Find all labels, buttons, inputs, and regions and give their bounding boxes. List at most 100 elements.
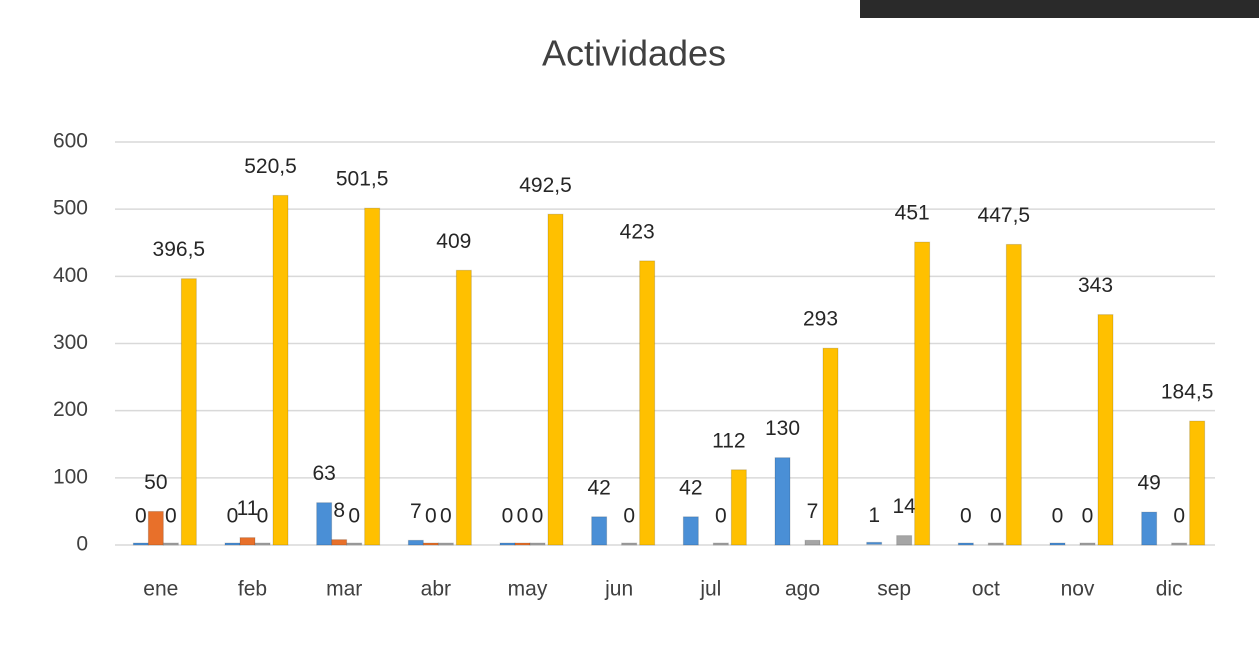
data-label: 0: [517, 505, 529, 528]
bar: [622, 543, 637, 545]
bar: [731, 470, 746, 545]
y-tick-label: 100: [53, 465, 88, 488]
bar: [255, 543, 270, 545]
data-label: 1: [868, 504, 880, 527]
data-label: 447,5: [978, 204, 1031, 227]
bar: [1050, 543, 1065, 545]
y-tick-label: 300: [53, 331, 88, 354]
data-label: 0: [165, 505, 177, 528]
x-tick-label: mar: [326, 578, 362, 601]
data-label: 423: [620, 220, 655, 243]
bar: [958, 543, 973, 545]
bar: [988, 543, 1003, 545]
bar: [1098, 315, 1113, 545]
bar: [713, 543, 728, 545]
data-label: 112: [712, 429, 745, 452]
data-label: 501,5: [336, 168, 389, 191]
data-label: 0: [1052, 505, 1064, 528]
bar: [805, 540, 820, 545]
bar: [332, 540, 347, 545]
data-label: 0: [715, 505, 727, 528]
data-label: 0: [257, 505, 269, 528]
y-tick-label: 0: [76, 533, 88, 556]
bar: [408, 540, 423, 545]
y-tick-label: 600: [53, 130, 88, 153]
bar: [438, 543, 453, 545]
y-tick-label: 500: [53, 197, 88, 220]
bar: [640, 261, 655, 545]
bar: [1006, 244, 1021, 545]
data-label: 0: [990, 505, 1002, 528]
x-tick-label: may: [508, 578, 548, 601]
data-label: 0: [348, 505, 360, 528]
chart-title: Actividades: [542, 33, 726, 74]
bar: [365, 208, 380, 545]
bar: [273, 195, 288, 545]
bar: [897, 536, 912, 545]
data-label: 0: [623, 505, 635, 528]
bar: [133, 543, 148, 545]
data-label: 0: [532, 505, 544, 528]
bar: [225, 543, 240, 545]
data-label: 7: [410, 500, 422, 523]
data-label: 42: [679, 476, 702, 499]
bar: [456, 270, 471, 545]
bar: [240, 538, 255, 545]
bar: [423, 543, 438, 545]
bar: [1190, 421, 1205, 545]
page: {"chart_data": {"type": "bar", "title": …: [0, 0, 1259, 648]
data-label: 42: [587, 476, 610, 499]
x-tick-label: ago: [785, 578, 820, 601]
bar: [867, 542, 882, 544]
bar: [347, 543, 362, 545]
data-label: 11: [237, 497, 259, 520]
data-label: 343: [1078, 274, 1113, 297]
data-label: 0: [960, 505, 972, 528]
bar: [548, 214, 563, 545]
x-tick-label: jul: [699, 578, 721, 601]
data-label: 0: [1173, 505, 1185, 528]
data-label: 0: [502, 505, 514, 528]
bar: [515, 543, 530, 545]
data-label: 293: [803, 308, 838, 331]
bar: [915, 242, 930, 545]
y-tick-label: 400: [53, 264, 88, 287]
data-label: 63: [312, 462, 335, 485]
data-label: 451: [895, 202, 930, 225]
x-tick-label: sep: [877, 578, 911, 601]
bar: [148, 511, 163, 545]
data-label: 184,5: [1161, 381, 1214, 404]
data-label: 0: [440, 505, 452, 528]
bar: [1142, 512, 1157, 545]
data-label: 14: [892, 495, 916, 518]
bar: [775, 458, 790, 545]
data-label: 130: [765, 417, 800, 440]
chart: Actividades 0100200300400500600ene050039…: [0, 0, 1259, 648]
data-label: 7: [807, 500, 819, 523]
data-label: 0: [135, 505, 147, 528]
bar: [530, 543, 545, 545]
data-label: 0: [1082, 505, 1094, 528]
bar: [1172, 543, 1187, 545]
x-tick-label: oct: [972, 578, 1000, 601]
data-label: 49: [1137, 472, 1160, 495]
x-tick-label: ene: [143, 578, 178, 601]
bar: [683, 517, 698, 545]
data-label: 396,5: [153, 238, 206, 261]
data-label: 492,5: [519, 174, 572, 197]
bar: [592, 517, 607, 545]
data-label: 8: [333, 499, 345, 522]
y-tick-label: 200: [53, 398, 88, 421]
x-tick-label: feb: [238, 578, 267, 601]
data-label: 520,5: [244, 155, 297, 178]
data-label: 409: [436, 230, 471, 253]
x-tick-label: nov: [1061, 578, 1095, 601]
data-label: 0: [425, 505, 437, 528]
bar: [317, 503, 332, 545]
x-tick-label: jun: [604, 578, 633, 601]
data-label: 50: [144, 471, 167, 494]
x-tick-label: abr: [421, 578, 451, 601]
bar: [1080, 543, 1095, 545]
bar: [181, 279, 196, 545]
bar: [500, 543, 515, 545]
